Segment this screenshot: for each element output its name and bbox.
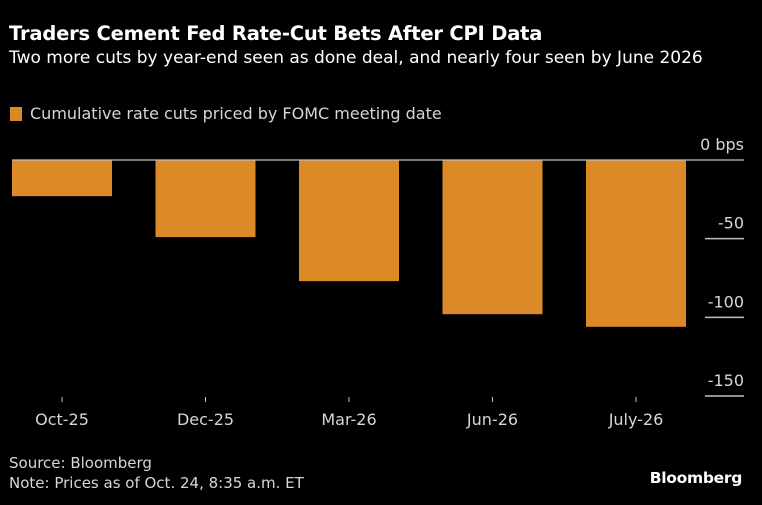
y-tick-label: -100 bbox=[708, 292, 744, 311]
bar-oct-25 bbox=[12, 160, 112, 197]
legend: Cumulative rate cuts priced by FOMC meet… bbox=[10, 104, 442, 123]
footer-notes: Source: Bloomberg Note: Prices as of Oct… bbox=[9, 453, 304, 493]
note-text: Note: Prices as of Oct. 24, 8:35 a.m. ET bbox=[9, 474, 304, 492]
chart-title: Traders Cement Fed Rate-Cut Bets After C… bbox=[9, 22, 543, 45]
y-tick-label: -50 bbox=[718, 214, 744, 233]
y-tick-label: -150 bbox=[708, 371, 744, 390]
bar-jun-26 bbox=[442, 160, 543, 315]
source-text: Source: Bloomberg bbox=[9, 454, 152, 472]
bloomberg-logo: Bloomberg bbox=[649, 469, 743, 487]
x-tick-label: Dec-25 bbox=[177, 410, 234, 429]
bar-dec-25 bbox=[155, 160, 256, 238]
x-tick-label: Jun-26 bbox=[466, 410, 518, 429]
x-tick-label: July-26 bbox=[608, 410, 664, 429]
bar-mar-26 bbox=[299, 160, 399, 282]
x-tick-label: Mar-26 bbox=[321, 410, 376, 429]
x-tick-label: Oct-25 bbox=[35, 410, 89, 429]
y-tick-label: 0 bps bbox=[700, 135, 744, 154]
chart-subtitle: Two more cuts by year-end seen as done d… bbox=[9, 48, 703, 68]
legend-label: Cumulative rate cuts priced by FOMC meet… bbox=[30, 104, 442, 123]
legend-swatch bbox=[10, 106, 22, 121]
bar-july-26 bbox=[586, 160, 686, 327]
